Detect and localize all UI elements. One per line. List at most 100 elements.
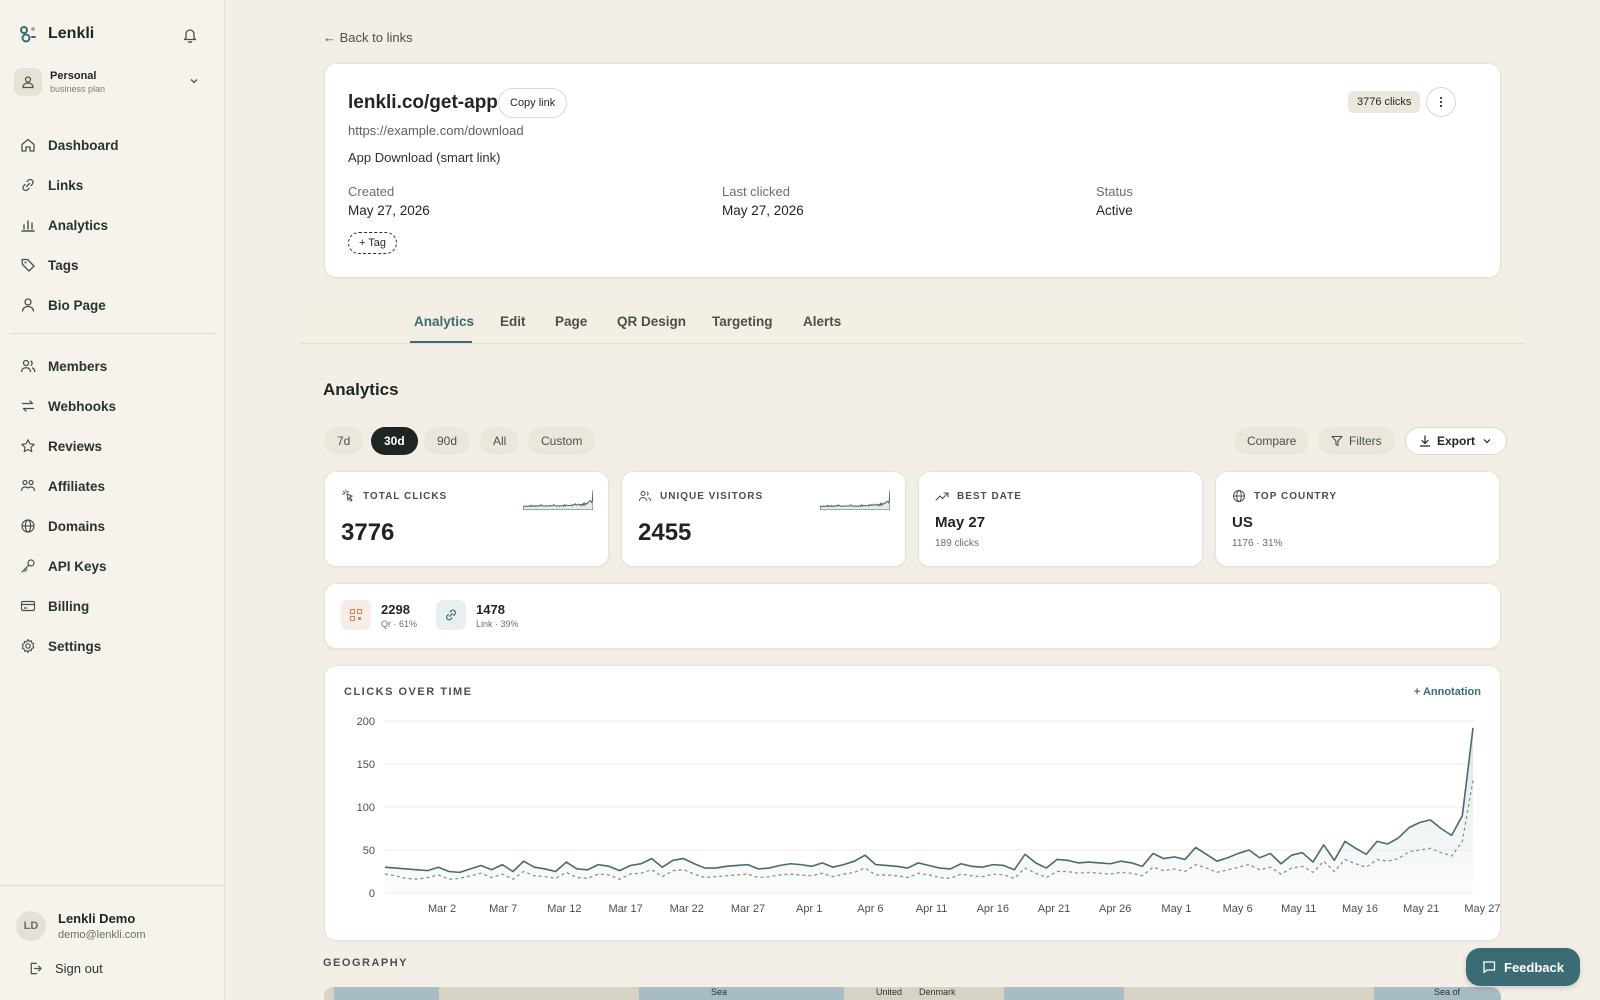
top-country-label: TOP COUNTRY (1254, 491, 1338, 502)
y-tick-label: 50 (363, 845, 375, 857)
sidebar-item-settings[interactable]: Settings (0, 626, 225, 666)
best-date-sub: 189 clicks (935, 538, 979, 549)
globe-icon (1233, 490, 1245, 502)
home-icon (21, 138, 35, 152)
status-label: Status (1096, 184, 1133, 199)
copy-link-button[interactable]: Copy link (498, 88, 568, 118)
x-tick-label: Mar 27 (731, 903, 765, 915)
sidebar-item-links[interactable]: Links (0, 165, 225, 205)
range-30d[interactable]: 30d (371, 427, 418, 455)
workspace-switcher[interactable]: Personal business plan (14, 66, 212, 98)
sidebar-item-api-keys[interactable]: API Keys (0, 546, 225, 586)
range-7d[interactable]: 7d (324, 427, 364, 455)
sign-out-label: Sign out (55, 961, 103, 976)
sidebar-item-reviews[interactable]: Reviews (0, 426, 225, 466)
sidebar-item-domains[interactable]: Domains (0, 506, 225, 546)
sidebar-item-label: Members (48, 358, 108, 374)
short-link: lenkli.co/get-app (348, 92, 498, 113)
sidebar-item-billing[interactable]: Billing (0, 586, 225, 626)
series-line-clicks (384, 727, 1474, 874)
range-90d[interactable]: 90d (424, 427, 471, 455)
sidebar-item-label: Reviews (48, 438, 103, 454)
sign-out-button[interactable]: Sign out (28, 961, 103, 976)
link-icon (22, 178, 34, 192)
map-land (1124, 987, 1374, 1000)
tab-qr-design[interactable]: QR Design (617, 314, 687, 329)
tab-targeting[interactable]: Targeting (712, 314, 773, 329)
sidebar-item-label: Webhooks (48, 398, 117, 414)
map-label: Sea (711, 987, 728, 997)
sidebar-item-members[interactable]: Members (0, 346, 225, 386)
active-tab-indicator (410, 341, 472, 343)
kebab-icon (1439, 96, 1443, 108)
range-custom[interactable]: Custom (528, 427, 596, 455)
range-all[interactable]: All (480, 427, 520, 455)
chart-title: CLICKS OVER TIME (344, 686, 473, 698)
sign-out-icon (30, 962, 42, 975)
brand[interactable]: Lenkli (18, 24, 94, 44)
status-meta: Status Active (1096, 184, 1133, 218)
bell-icon[interactable] (182, 27, 198, 43)
filters-button[interactable]: Filters (1318, 427, 1395, 455)
sidebar-item-tags[interactable]: Tags (0, 245, 225, 285)
user-profile[interactable]: LD Lenkli Demo demo@lenkli.com (16, 911, 216, 941)
tab-edit[interactable]: Edit (500, 314, 526, 329)
tab-page[interactable]: Page (555, 314, 588, 329)
sidebar-item-analytics[interactable]: Analytics (0, 205, 225, 245)
back-to-links-link[interactable]: ← Back to links (323, 30, 413, 45)
total-clicks-card: TOTAL CLICKS 3776 (324, 471, 609, 567)
qr-count: 2298 (381, 601, 410, 617)
click-icon (342, 489, 354, 502)
x-tick-label: Mar 12 (547, 903, 581, 915)
sidebar-nav: Dashboard Links Analytics Tags Bio Page … (0, 125, 225, 666)
destination-url[interactable]: https://example.com/download (348, 123, 524, 138)
sidebar-item-label: Dashboard (48, 137, 119, 153)
source-split-card: 2298 Qr · 61% 1478 Link · 39% (324, 583, 1501, 649)
sidebar-item-label: Analytics (48, 217, 109, 233)
link-icon (436, 600, 466, 630)
last-clicked-meta: Last clicked May 27, 2026 (722, 184, 804, 218)
feedback-button[interactable]: Feedback (1466, 948, 1580, 986)
clicks-badge: 3776 clicks (1348, 91, 1421, 113)
unique-visitors-card: UNIQUE VISITORS 2455 (621, 471, 906, 567)
x-tick-label: Apr 11 (916, 903, 948, 915)
user-icon (22, 76, 34, 89)
brand-name: Lenkli (48, 25, 95, 42)
map-land (439, 987, 639, 1000)
user-email: demo@lenkli.com (58, 929, 146, 941)
users-icon (639, 491, 651, 502)
link-count: 1478 (476, 601, 505, 617)
sidebar-item-affiliates[interactable]: Affiliates (0, 466, 225, 506)
sidebar-item-webhooks[interactable]: Webhooks (0, 386, 225, 426)
y-tick-label: 100 (357, 802, 375, 814)
best-date-card: BEST DATE May 27 189 clicks (918, 471, 1203, 567)
users-icon (20, 359, 36, 373)
chevron-down-icon (1483, 439, 1491, 444)
last-clicked-label: Last clicked (722, 184, 790, 199)
main-content: ← Back to links lenkli.co/get-app Copy l… (225, 0, 1600, 1000)
more-options-button[interactable] (1426, 87, 1456, 117)
sidebar-item-dashboard[interactable]: Dashboard (0, 125, 225, 165)
sidebar-item-label: API Keys (48, 558, 107, 574)
best-date-label: BEST DATE (957, 491, 1022, 502)
x-tick-label: Apr 26 (1099, 903, 1131, 915)
qr-icon (341, 600, 371, 630)
top-country-sub: 1176 · 31% (1232, 538, 1283, 549)
unique-visitors-sparkline (820, 489, 890, 510)
geography-map[interactable]: Sea United Denmark Sea of (324, 987, 1501, 1000)
add-annotation-button[interactable]: + Annotation (1413, 686, 1481, 698)
series-line-unique (384, 780, 1474, 880)
sidebar-item-bio-page[interactable]: Bio Page (0, 285, 225, 325)
workspace-avatar (14, 68, 42, 96)
download-icon (1419, 435, 1431, 447)
export-button[interactable]: Export (1405, 427, 1508, 455)
sidebar-item-label: Tags (48, 257, 79, 273)
compare-button[interactable]: Compare (1234, 427, 1310, 455)
tab-analytics[interactable]: Analytics (414, 314, 475, 329)
total-clicks-label: TOTAL CLICKS (363, 491, 448, 502)
avatar: LD (16, 911, 46, 941)
link-details-card: lenkli.co/get-app Copy link 3776 clicks … (324, 63, 1501, 278)
x-tick-label: Apr 1 (796, 903, 822, 915)
add-tag-button[interactable]: + Tag (348, 232, 398, 254)
tab-alerts[interactable]: Alerts (803, 314, 842, 329)
